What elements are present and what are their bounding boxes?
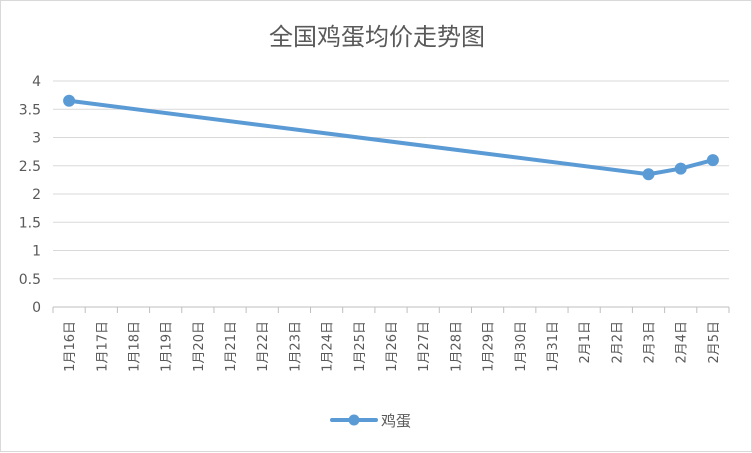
y-tick-label: 0	[32, 300, 41, 316]
x-tick-label: 1月18日	[127, 321, 142, 372]
x-tick-label: 1月29日	[482, 321, 497, 372]
y-tick-label: 3	[32, 131, 41, 147]
y-tick-label: 4	[32, 74, 41, 90]
x-tick-label: 1月23日	[288, 321, 303, 372]
data-point	[642, 168, 655, 181]
y-axis-ticks: 0 0.5 1 1.5 2 2.5 3 3.5 4	[19, 74, 41, 316]
data-point	[706, 154, 719, 167]
x-tick-label: 2月5日	[707, 321, 722, 364]
x-tick-label: 1月26日	[385, 321, 400, 372]
x-tick-label: 1月22日	[256, 321, 271, 372]
gridlines	[53, 80, 729, 280]
legend: 鸡蛋	[330, 412, 411, 430]
y-tick-label: 2.5	[19, 159, 41, 175]
x-tick-label: 2月2日	[610, 321, 625, 364]
y-tick-label: 3.5	[19, 102, 41, 118]
x-tick-label: 1月16日	[63, 321, 78, 372]
x-tick-label: 1月31日	[546, 321, 561, 372]
x-tick-label: 1月24日	[321, 321, 336, 372]
x-tick-label: 1月30日	[514, 321, 529, 372]
x-tick-label: 1月25日	[353, 321, 368, 372]
x-tick-label: 1月17日	[95, 321, 110, 372]
x-tick-label: 2月1日	[578, 321, 593, 364]
data-point	[63, 94, 76, 107]
x-tick-label: 1月28日	[449, 321, 464, 372]
y-tick-label: 1.5	[19, 215, 41, 231]
data-point	[674, 162, 687, 175]
x-axis: 1月16日 1月17日 1月18日 1月19日 1月20日 1月21日 1月22日 1月23日…	[52, 306, 730, 372]
x-tick-label: 1月20日	[192, 321, 207, 372]
x-tick-label: 2月3日	[643, 321, 658, 364]
y-tick-label: 2	[32, 187, 41, 203]
y-tick-label: 1	[32, 244, 41, 260]
x-tick-label: 1月21日	[224, 321, 239, 372]
x-tick-label: 2月4日	[675, 321, 690, 364]
chart-title: 全国鸡蛋均价走势图	[269, 23, 485, 51]
x-tick-label: 1月27日	[417, 321, 432, 372]
x-tick-label: 1月19日	[160, 321, 175, 372]
y-tick-label: 0.5	[19, 272, 41, 288]
series-layer	[63, 94, 719, 181]
legend-series-label: 鸡蛋	[381, 412, 411, 430]
legend-marker-swatch	[348, 414, 360, 426]
series-line	[67, 98, 715, 177]
